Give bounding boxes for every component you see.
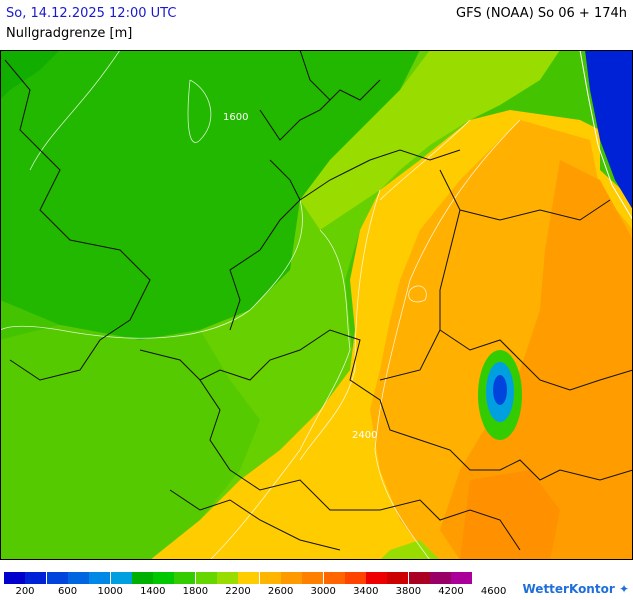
legend-label: 3400 <box>353 586 379 597</box>
zone-deep-orange <box>440 160 633 560</box>
zone-baltic-cold-edge <box>579 50 633 221</box>
legend-swatch <box>153 572 175 584</box>
legend-label: 200 <box>15 586 35 597</box>
legend-swatch <box>451 572 473 584</box>
zone-yellow-green <box>300 50 560 230</box>
map-parameter-title: Nullgradgrenze [m] <box>6 26 133 41</box>
model-run-label: GFS (NOAA) So 06 + 174h <box>456 6 627 21</box>
isolines <box>0 50 521 560</box>
legend-swatch <box>344 572 366 584</box>
legend-swatch <box>323 572 345 584</box>
legend-swatch <box>4 572 25 584</box>
country-borders <box>4 50 633 551</box>
contour-label-2400: 2400 <box>352 430 377 441</box>
forecast-datetime: So, 14.12.2025 12:00 UTC <box>6 6 177 21</box>
contour-label-1600: 1600 <box>223 112 248 123</box>
legend-swatch <box>110 572 132 584</box>
legend-swatch <box>366 572 388 584</box>
legend-swatch <box>46 572 68 584</box>
legend-label: 3800 <box>395 586 422 597</box>
zone-baltic-cold <box>585 50 633 210</box>
legend-swatch <box>174 572 196 584</box>
zone-dark-green <box>0 50 420 340</box>
legend-label: 1400 <box>140 586 166 597</box>
color-legend: 200 600 1000 1400 1800 2200 2600 3000 3400 3800 42… <box>0 568 633 600</box>
legend-label: 1800 <box>182 586 209 597</box>
legend-swatch <box>408 572 430 584</box>
zone-alps-green <box>380 540 440 560</box>
brand-logo: WetterKontor ✦ <box>522 582 630 596</box>
freezing-level-map: 1600 2400 <box>0 50 633 560</box>
legend-swatch <box>217 572 238 584</box>
legend-label: 2600 <box>267 586 294 597</box>
legend-label: 2200 <box>225 586 251 597</box>
legend-swatch <box>131 572 153 584</box>
legend-swatch <box>89 572 111 584</box>
legend-swatch <box>238 572 260 584</box>
zone-orange-south <box>460 470 560 560</box>
legend-label: 4200 <box>438 586 464 597</box>
legend-swatch <box>259 572 281 584</box>
legend-swatch <box>280 572 302 584</box>
legend-label: 1000 <box>97 586 123 597</box>
legend-swatch <box>302 572 324 584</box>
zone-alps-cold-inner <box>493 375 507 405</box>
zone-darkest-green <box>0 50 60 100</box>
legend-swatch <box>430 572 451 584</box>
zone-west-green <box>0 325 260 560</box>
legend-label: 4600 <box>480 586 507 597</box>
legend-label: 600 <box>58 586 78 597</box>
legend-swatch <box>387 572 409 584</box>
legend-label: 3000 <box>310 586 336 597</box>
legend-swatch <box>25 572 47 584</box>
legend-swatch <box>67 572 89 584</box>
legend-swatch <box>195 572 217 584</box>
